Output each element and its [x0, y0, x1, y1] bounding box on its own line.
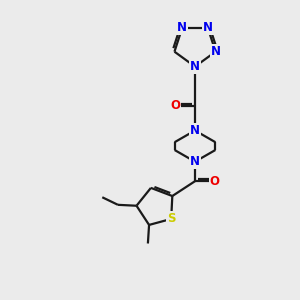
Text: N: N [177, 21, 187, 34]
Text: O: O [209, 175, 220, 188]
Text: N: N [190, 60, 200, 73]
Text: N: N [190, 155, 200, 168]
Text: N: N [190, 124, 200, 137]
Text: N: N [203, 21, 213, 34]
Text: S: S [167, 212, 176, 225]
Text: N: N [211, 45, 220, 58]
Text: O: O [170, 99, 181, 112]
